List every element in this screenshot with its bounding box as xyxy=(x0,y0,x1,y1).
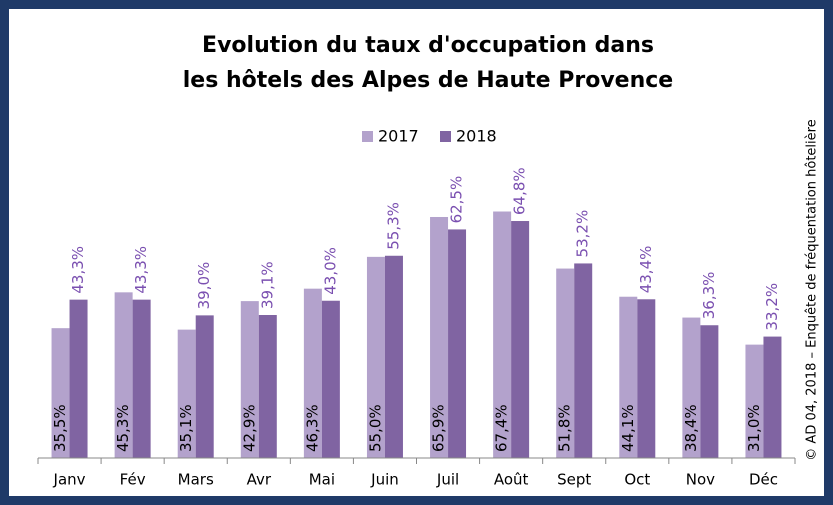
value-label: 39,1% xyxy=(258,261,276,309)
x-tick-label: Avr xyxy=(247,471,272,489)
bar xyxy=(366,256,385,458)
bar xyxy=(637,299,656,458)
value-label: 64,8% xyxy=(511,167,529,215)
bar xyxy=(430,216,449,458)
value-label: 33,2% xyxy=(763,283,781,331)
value-label: 35,5% xyxy=(51,404,69,452)
bar xyxy=(745,344,764,458)
value-label: 46,3% xyxy=(303,404,321,452)
bar xyxy=(69,299,88,458)
bar xyxy=(763,336,782,458)
value-label: 45,3% xyxy=(114,404,132,452)
value-label: 67,4% xyxy=(493,404,511,452)
bar xyxy=(682,317,701,458)
bar xyxy=(303,288,322,458)
bar xyxy=(448,229,467,458)
value-label: 55,0% xyxy=(366,404,384,452)
value-label: 43,0% xyxy=(321,247,339,295)
value-label: 43,3% xyxy=(132,246,150,294)
bar xyxy=(240,301,259,458)
value-label: 65,9% xyxy=(430,404,448,452)
legend-swatch xyxy=(362,131,373,142)
x-tick-label: Sept xyxy=(557,471,591,489)
bar xyxy=(556,268,575,458)
value-label: 44,1% xyxy=(619,404,637,452)
bar xyxy=(619,296,638,458)
x-tick-label: Fév xyxy=(120,471,146,489)
x-tick-label: Oct xyxy=(624,471,650,489)
value-label: 38,4% xyxy=(682,404,700,452)
x-tick-label: Mai xyxy=(309,471,335,489)
chart-title: Evolution du taux d'occupation dans xyxy=(202,33,654,58)
bar xyxy=(132,299,151,458)
bar xyxy=(321,300,340,458)
value-label: 43,4% xyxy=(637,246,655,294)
bar xyxy=(51,328,70,458)
bar xyxy=(195,315,214,458)
x-tick-label: Juin xyxy=(370,471,399,489)
x-tick-label: Juil xyxy=(436,471,459,489)
value-label: 42,9% xyxy=(240,404,258,452)
bar xyxy=(574,263,593,458)
value-label: 55,3% xyxy=(384,202,402,250)
value-label: 43,3% xyxy=(69,246,87,294)
bar xyxy=(511,221,530,458)
legend-label: 2017 xyxy=(378,127,419,146)
chart-title: les hôtels des Alpes de Haute Provence xyxy=(183,68,673,93)
value-label: 31,0% xyxy=(745,404,763,452)
x-tick-label: Mars xyxy=(178,471,214,489)
legend-swatch xyxy=(440,131,451,142)
x-tick-label: Janv xyxy=(53,471,86,489)
value-label: 51,8% xyxy=(556,404,574,452)
bar xyxy=(258,315,277,458)
value-label: 35,1% xyxy=(177,404,195,452)
x-tick-label: Déc xyxy=(749,471,778,489)
source-note: © AD 04, 2018 – Enquête de fréquentation… xyxy=(805,119,820,460)
value-label: 39,0% xyxy=(195,262,213,310)
x-tick-label: Août xyxy=(494,471,529,489)
value-label: 62,5% xyxy=(448,176,466,224)
value-label: 36,3% xyxy=(700,272,718,320)
bar xyxy=(114,292,133,458)
bar xyxy=(177,329,196,458)
x-tick-label: Nov xyxy=(686,471,715,489)
legend-label: 2018 xyxy=(456,127,497,146)
value-label: 53,2% xyxy=(574,210,592,258)
bar xyxy=(493,211,512,458)
bar xyxy=(384,255,403,458)
bar xyxy=(700,325,719,458)
